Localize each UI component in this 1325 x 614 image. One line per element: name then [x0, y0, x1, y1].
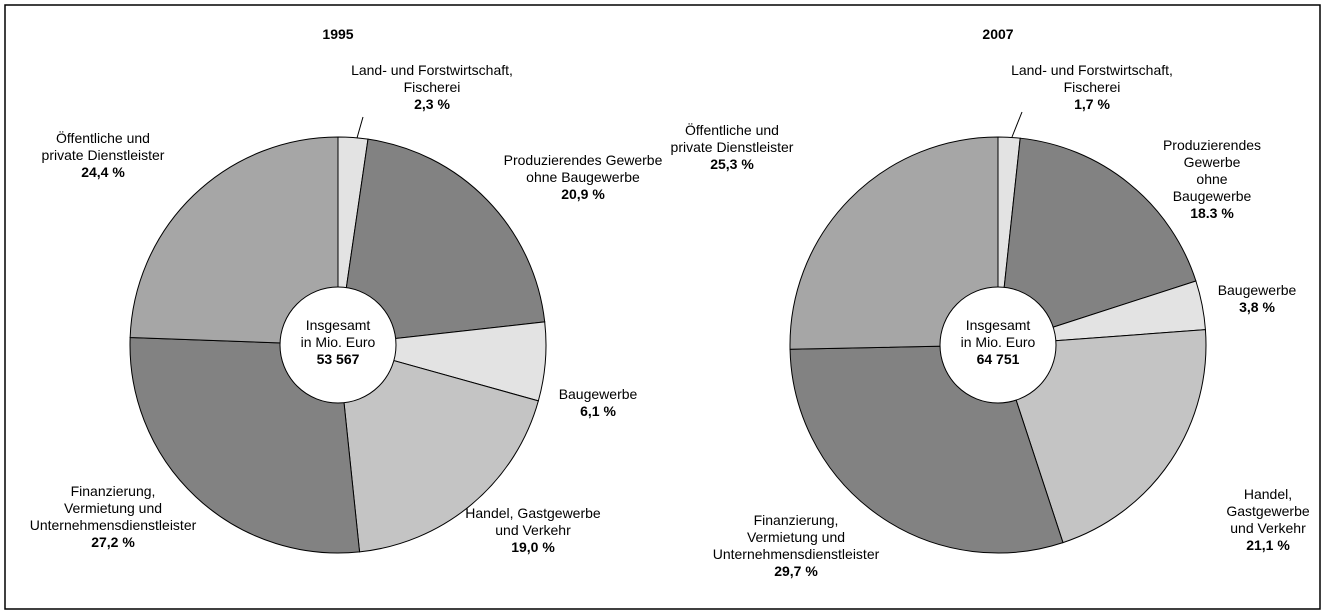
- value-label: 3,8 %: [1239, 299, 1275, 315]
- center-value: 64 751: [976, 351, 1020, 367]
- category-label: Baugewerbe: [558, 386, 638, 402]
- category-label: Handel, Gastgewerbe und Verkehr: [1226, 486, 1310, 536]
- pie-slice: [337, 138, 546, 346]
- category-label: Baugewerbe: [1217, 282, 1297, 298]
- slice-label: Handel, Gastgewerbe und Verkehr 19,0 %: [465, 505, 600, 556]
- category-label: Öffentliche und private Dienstleister: [41, 130, 165, 163]
- slice-label: Land- und Forstwirtschaft, Fischerei 1,7 …: [1011, 62, 1173, 113]
- slice-label: Baugewerbe 6,1 %: [559, 386, 638, 420]
- center-label: Insgesamt in Mio. Euro: [300, 317, 376, 350]
- category-label: Handel, Gastgewerbe und Verkehr: [465, 505, 601, 538]
- value-label: 18.3 %: [1190, 205, 1234, 221]
- frame: [4, 4, 1321, 610]
- category-label: Öffentliche und private Dienstleister: [670, 122, 794, 155]
- leader-line: [1011, 111, 1023, 138]
- value-label: 1,7 %: [1074, 96, 1110, 112]
- value-label: 24,4 %: [81, 164, 125, 180]
- chart-title: 1995: [322, 26, 354, 42]
- center-text: Insgesamt in Mio. Euro 64 751: [961, 317, 1036, 368]
- category-label: Finanzierung, Vermietung und Unternehmen…: [712, 512, 880, 562]
- value-label: 25,3 %: [710, 156, 754, 172]
- value-label: 2,3 %: [414, 96, 450, 112]
- value-label: 20,9 %: [561, 186, 605, 202]
- pie-slice: [789, 136, 999, 350]
- center-text: Insgesamt in Mio. Euro 53 567: [301, 317, 376, 368]
- slice-label: Öffentliche und private Dienstleister 24,…: [42, 130, 165, 181]
- pie-slice: [337, 344, 539, 553]
- value-label: 6,1 %: [580, 403, 616, 419]
- category-label: Produzierendes Gewerbe ohne Baugewerbe: [503, 152, 663, 185]
- pie-slice: [129, 336, 361, 554]
- pie-slice: [997, 137, 1197, 346]
- value-label: 27,2 %: [91, 534, 135, 550]
- category-label: Land- und Forstwirtschaft, Fischerei: [1011, 62, 1173, 95]
- center-circle: [279, 286, 397, 404]
- center-value: 53 567: [316, 351, 360, 367]
- pie-slice: [997, 329, 1207, 544]
- center-label: Insgesamt in Mio. Euro: [960, 317, 1036, 350]
- slice-label: Produzierendes Gewerbe ohne Baugewerbe 18…: [1156, 137, 1269, 222]
- slice-label: Handel, Gastgewerbe und Verkehr 21,1 %: [1226, 486, 1309, 554]
- center-circle: [939, 286, 1057, 404]
- value-label: 21,1 %: [1246, 537, 1290, 553]
- leader-line: [356, 116, 364, 139]
- category-label: Produzierendes Gewerbe ohne Baugewerbe: [1162, 137, 1262, 204]
- slice-label: Finanzierung, Vermietung und Unternehmen…: [30, 483, 197, 551]
- pie-slice: [129, 136, 339, 346]
- slice-label: Baugewerbe 3,8 %: [1218, 282, 1297, 316]
- category-label: Land- und Forstwirtschaft, Fischerei: [351, 62, 513, 95]
- chart-title: 2007: [982, 26, 1014, 42]
- value-label: 19,0 %: [511, 539, 555, 555]
- slice-label: Öffentliche und private Dienstleister 25,…: [671, 122, 794, 173]
- category-label: Finanzierung, Vermietung und Unternehmen…: [29, 483, 197, 533]
- slice-label: Produzierendes Gewerbe ohne Baugewerbe 20…: [504, 152, 663, 203]
- slice-label: Finanzierung, Vermietung und Unternehmen…: [713, 512, 880, 580]
- value-label: 29,7 %: [774, 563, 818, 579]
- slice-label: Land- und Forstwirtschaft, Fischerei 2,3 …: [351, 62, 513, 113]
